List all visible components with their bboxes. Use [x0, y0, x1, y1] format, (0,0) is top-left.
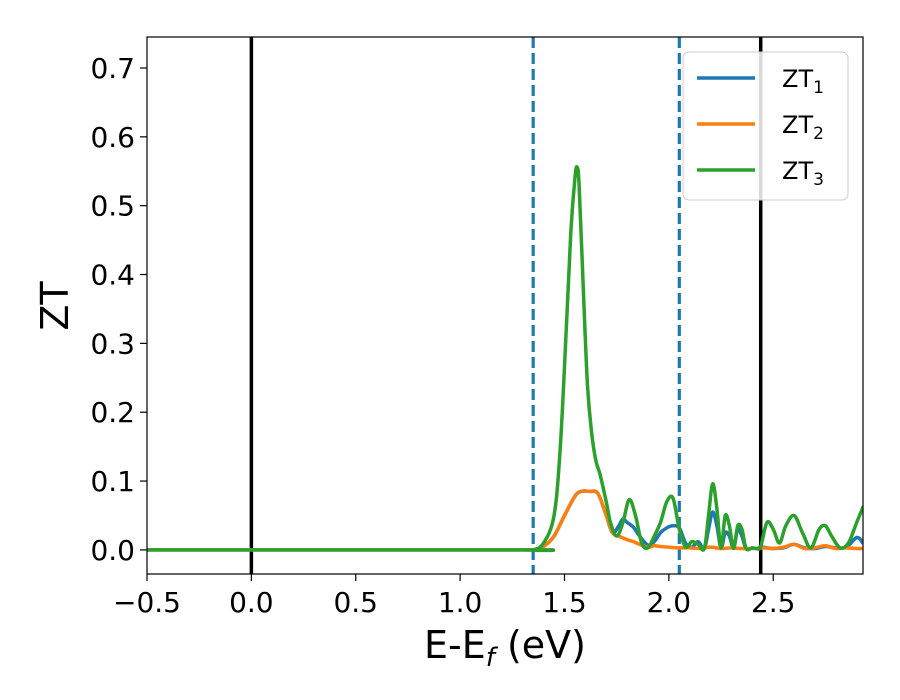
- y-tick-label: 0.1: [90, 465, 135, 498]
- y-tick-label: 0.2: [90, 396, 135, 429]
- y-axis-ticks: 0.0 0.1 0.2 0.3 0.4 0.5 0.6 0.7: [90, 52, 147, 567]
- y-tick-label: 0.3: [90, 327, 135, 360]
- y-tick-label: 0.4: [90, 259, 135, 292]
- x-axis-label-main: E-E: [424, 623, 486, 667]
- legend-label-zt1: ZT1: [782, 65, 824, 98]
- y-tick-label: 0.7: [90, 52, 135, 85]
- x-tick-label: 0.5: [333, 586, 378, 619]
- y-tick-label: 0.0: [90, 534, 135, 567]
- x-tick-label: −0.5: [113, 586, 181, 619]
- x-axis-label-unit: (eV): [495, 623, 586, 667]
- legend: ZT1 ZT2 ZT3: [682, 51, 849, 201]
- x-tick-label: 1.0: [438, 586, 483, 619]
- x-tick-label: 2.0: [647, 586, 692, 619]
- x-axis-label: E-Ef (eV): [424, 623, 586, 673]
- series-line-zt2: [147, 489, 863, 552]
- plot-frame: [146, 36, 864, 575]
- series-line-zt3: [147, 165, 863, 553]
- x-tick-label: 2.5: [751, 586, 796, 619]
- y-tick-label: 0.5: [90, 190, 135, 223]
- x-tick-label: 0.0: [229, 586, 274, 619]
- y-tick-label: 0.6: [90, 121, 135, 154]
- legend-label-zt2: ZT2: [782, 111, 824, 144]
- x-tick-label: 1.5: [542, 586, 587, 619]
- legend-box: [682, 51, 849, 201]
- y-axis-label: ZT: [33, 281, 77, 331]
- legend-label-zt3: ZT3: [782, 157, 824, 190]
- x-axis-ticks: −0.5 0.0 0.5 1.0 1.5 2.0 2.5: [113, 574, 796, 619]
